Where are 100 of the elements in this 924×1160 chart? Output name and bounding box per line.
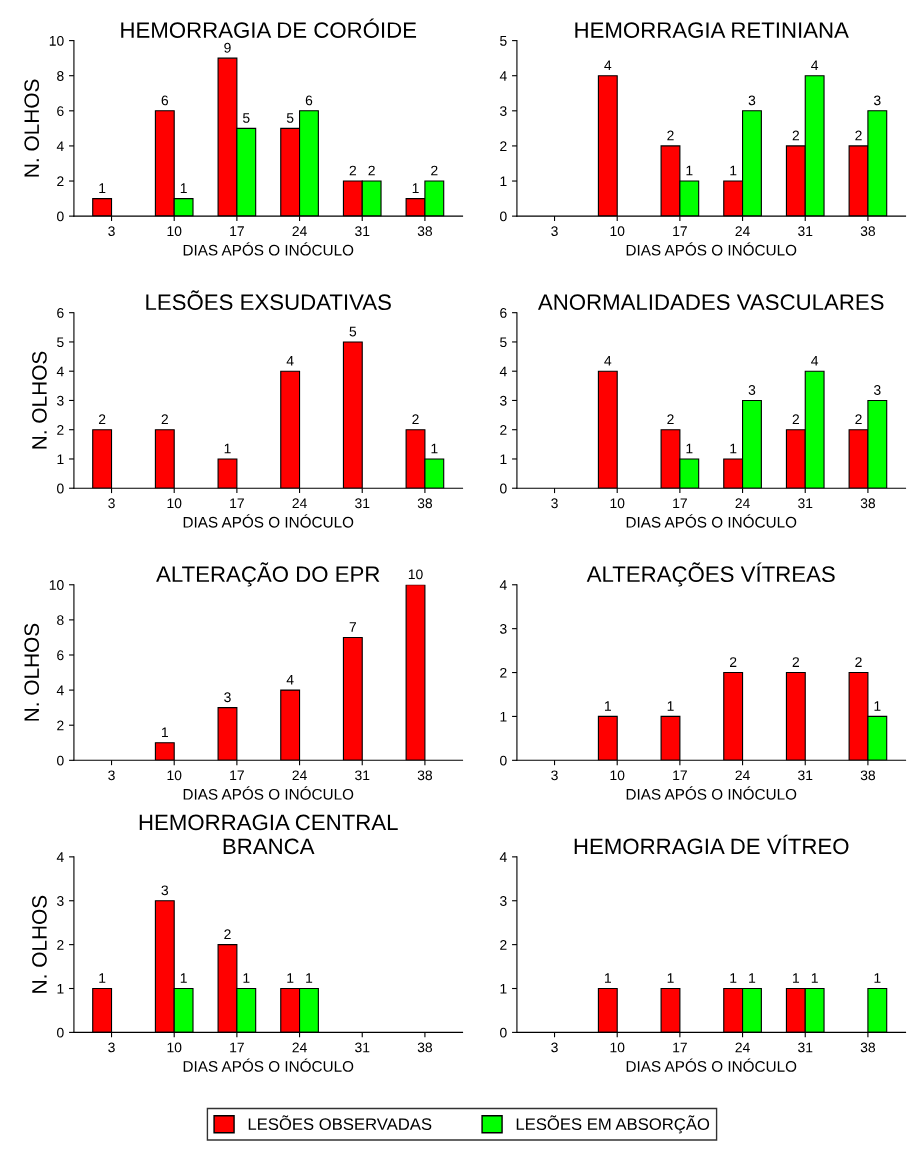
data-label: 1 <box>874 701 881 711</box>
y-tick-label: 4 <box>56 366 64 377</box>
x-axis-title: DIAS APÓS O INÓCULO <box>626 1058 797 1072</box>
chart-title: ALTERAÇÃO DO EPR <box>156 562 380 587</box>
x-tick-label: 17 <box>673 498 687 509</box>
y-tick-label: 3 <box>500 896 507 906</box>
chart-title: HEMORRAGIA DE VÍTREO <box>574 834 849 855</box>
y-tick-label: 1 <box>500 983 507 994</box>
chart-title: ALTERAÇÕES VÍTREAS <box>586 562 835 587</box>
x-axis-title: DIAS APÓS O INÓCULO <box>626 786 797 800</box>
x-tick-label: 31 <box>355 1042 370 1053</box>
y-tick-label: 3 <box>500 395 507 406</box>
y-tick-label: 4 <box>56 852 64 862</box>
data-label: 1 <box>874 973 881 983</box>
data-label: 2 <box>792 414 799 425</box>
x-tick-label: 31 <box>798 226 813 237</box>
data-label: 2 <box>729 657 737 667</box>
x-tick-label: 24 <box>292 770 307 781</box>
x-tick-label: 10 <box>167 498 182 509</box>
y-tick-label: 2 <box>57 939 64 950</box>
data-label: 1 <box>605 701 611 711</box>
y-tick-label: 2 <box>500 939 507 950</box>
x-tick-label: 10 <box>167 770 182 781</box>
data-label: 2 <box>349 165 356 176</box>
y-tick-label: 6 <box>57 308 64 318</box>
x-axis-title: DIAS APÓS O INÓCULO <box>183 514 354 528</box>
y-tick-label: 4 <box>499 580 507 590</box>
data-label: 1 <box>667 973 674 983</box>
y-tick-label: 2 <box>500 425 507 435</box>
y-axis-title: N. OLHOS <box>24 79 40 177</box>
data-label: 2 <box>431 165 438 176</box>
x-tick-label: 17 <box>230 770 244 781</box>
x-tick-label: 3 <box>551 770 558 781</box>
data-label: 10 <box>408 569 423 580</box>
x-tick-label: 31 <box>355 770 370 781</box>
x-tick-label: 38 <box>860 226 876 237</box>
x-tick-label: 17 <box>230 1042 244 1053</box>
y-tick-label: 4 <box>56 685 64 696</box>
x-tick-label: 31 <box>355 226 370 237</box>
data-label: 2 <box>667 414 674 425</box>
chart-title: ANORMALIDADES VASCULARES <box>537 294 884 311</box>
y-tick-label: 8 <box>57 615 64 626</box>
y-tick-label: 6 <box>57 106 64 116</box>
x-tick-label: 38 <box>417 226 433 237</box>
data-label: 4 <box>286 355 294 366</box>
y-tick-label: 4 <box>499 366 507 377</box>
x-tick-label: 31 <box>798 498 813 509</box>
y-tick-label: 2 <box>500 667 507 678</box>
data-label: 1 <box>224 443 231 454</box>
data-label: 4 <box>811 60 819 71</box>
x-tick-label: 24 <box>735 498 750 509</box>
x-tick-label: 3 <box>108 1042 115 1053</box>
x-tick-label: 3 <box>108 770 115 781</box>
x-tick-label: 17 <box>673 770 687 781</box>
data-label: 1 <box>793 973 800 983</box>
chart-title: HEMORRAGIA CENTRAL BRANCA <box>139 814 398 855</box>
x-tick-label: 24 <box>735 770 750 781</box>
x-tick-label: 38 <box>417 770 433 781</box>
x-tick-label: 38 <box>417 498 433 509</box>
data-label: 1 <box>730 165 737 176</box>
data-label: 1 <box>686 443 693 454</box>
data-label: 1 <box>412 183 419 193</box>
data-label: 1 <box>667 701 674 711</box>
chart-title: HEMORRAGIA DE CORÓIDE <box>121 18 417 38</box>
x-tick-label: 3 <box>551 1042 558 1053</box>
y-tick-label: 0 <box>57 211 64 222</box>
data-label: 1 <box>243 973 250 983</box>
data-label: 4 <box>604 60 612 71</box>
y-tick-label: 6 <box>57 650 64 661</box>
x-tick-label: 31 <box>798 1042 813 1053</box>
data-label: 5 <box>286 113 294 123</box>
x-tick-label: 3 <box>108 498 115 509</box>
x-axis-title: DIAS APÓS O INÓCULO <box>183 786 354 800</box>
x-tick-label: 17 <box>230 498 244 509</box>
x-tick-label: 24 <box>292 498 307 509</box>
y-tick-label: 1 <box>57 454 64 464</box>
x-tick-label: 24 <box>735 226 750 236</box>
data-label: 2 <box>161 414 168 425</box>
data-label: 2 <box>98 414 106 425</box>
data-label: 1 <box>749 973 756 983</box>
data-label: 2 <box>855 657 862 667</box>
data-label: 1 <box>605 973 611 983</box>
data-label: 1 <box>306 973 313 983</box>
y-tick-label: 6 <box>500 308 507 318</box>
y-tick-label: 0 <box>500 211 507 222</box>
x-tick-label: 10 <box>167 1042 182 1053</box>
y-tick-label: 0 <box>57 483 64 494</box>
data-label: 2 <box>412 414 419 425</box>
data-label: 1 <box>730 443 737 454</box>
x-tick-label: 3 <box>108 226 115 237</box>
y-tick-label: 10 <box>49 580 64 590</box>
data-label: 9 <box>224 42 231 53</box>
data-label: 4 <box>811 355 819 366</box>
x-tick-label: 3 <box>551 498 558 509</box>
data-label: 3 <box>161 885 169 896</box>
data-label: 3 <box>224 692 231 703</box>
x-axis-title: DIAS APÓS O INÓCULO <box>183 1058 354 1072</box>
y-tick-label: 0 <box>57 755 64 766</box>
y-tick-label: 0 <box>57 1027 64 1038</box>
y-tick-label: 2 <box>500 141 507 151</box>
